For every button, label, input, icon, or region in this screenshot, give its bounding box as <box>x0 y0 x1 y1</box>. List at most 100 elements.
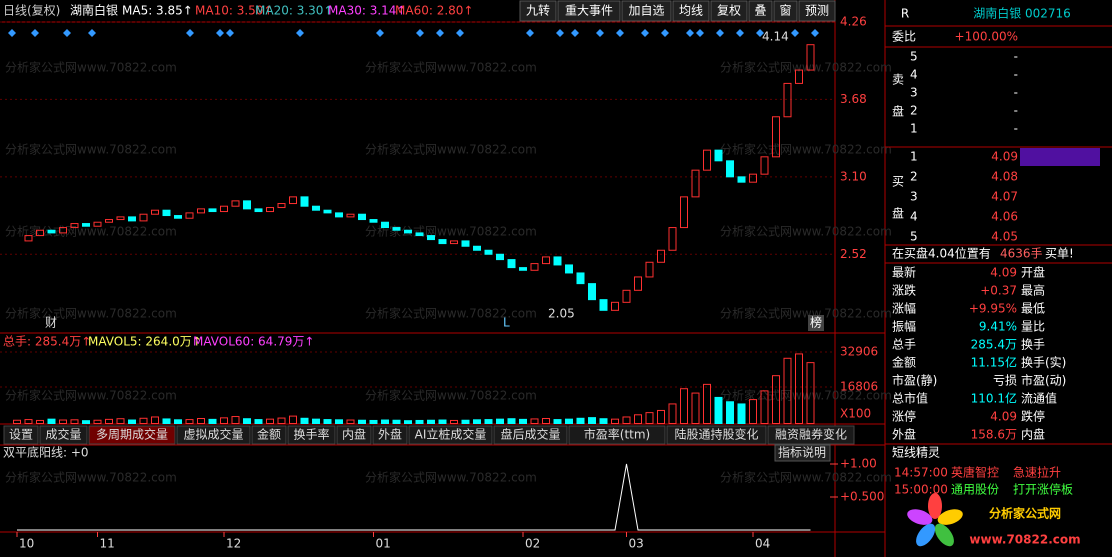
candle <box>772 116 780 158</box>
price: - <box>1014 122 1018 136</box>
tab-label[interactable]: 设置 <box>9 428 33 442</box>
watermark: 分析家公式网www.70822.com <box>720 142 892 157</box>
toolbar-button <box>557 0 621 22</box>
toolbar-button <box>672 0 710 22</box>
unit-label: X100 <box>840 407 871 421</box>
help-label[interactable]: 指标说明 <box>778 445 826 460</box>
event-marker <box>63 29 71 37</box>
tab <box>666 425 767 445</box>
stock-name: 湖南白银 <box>70 3 118 18</box>
price: - <box>1014 86 1018 100</box>
annotation: 2.05 <box>548 307 575 321</box>
tab-label[interactable]: 金额 <box>257 427 281 442</box>
candle <box>139 213 148 222</box>
watermark: 分析家公式网www.70822.com <box>365 224 537 239</box>
notice: 4636手 <box>1000 247 1043 261</box>
volume-bar <box>335 419 343 425</box>
tab-label[interactable]: 盘后成交量 <box>500 427 560 442</box>
notice: 买单! <box>1045 247 1074 261</box>
candle <box>438 239 447 245</box>
toolbar-button-label[interactable]: 均线 <box>679 4 703 18</box>
volume-bar <box>70 419 79 425</box>
volume-bar <box>162 418 171 425</box>
tab-label[interactable]: 市盈率(ttm) <box>584 427 650 442</box>
candle <box>323 209 332 214</box>
ma-value: MA20: 3.30↑ <box>255 4 333 18</box>
toolbar-button-label[interactable]: 重大事件 <box>565 4 613 18</box>
level: 3 <box>910 190 918 204</box>
tab-label[interactable]: 成交量 <box>45 427 81 442</box>
volume-bar <box>542 418 550 424</box>
candle <box>116 216 125 221</box>
price: 4.09 <box>991 150 1018 164</box>
tab <box>287 425 336 445</box>
indicator-line <box>17 463 811 531</box>
tab-label[interactable]: 虚拟成交量 <box>183 427 243 442</box>
stat-value: 158.6万 <box>971 428 1017 442</box>
watermark: 分析家公式网www.70822.com <box>365 60 537 75</box>
volume-bar <box>381 419 389 424</box>
ma-value: MA5: 3.85↑ <box>122 4 193 18</box>
candle <box>300 196 309 207</box>
toolbar-button <box>798 0 836 22</box>
tab-label[interactable]: 融资融券变化 <box>775 427 847 442</box>
volume-bar <box>277 417 286 424</box>
volume-bar <box>47 418 56 424</box>
toolbar-button-label[interactable]: 加自选 <box>628 4 664 18</box>
tab-label[interactable]: 外盘 <box>378 427 402 442</box>
candle <box>530 263 539 271</box>
x-tick-label: 11 <box>100 537 115 551</box>
volume-bar <box>105 418 113 425</box>
event-marker <box>791 29 799 37</box>
stat-label: 量比 <box>1021 320 1045 334</box>
volume-bar <box>151 416 159 425</box>
volume-bar <box>496 418 504 424</box>
volume-bar <box>323 419 332 424</box>
tab-label[interactable]: AI立桩成交量 <box>415 427 487 442</box>
candle <box>415 232 424 237</box>
volume-bar <box>772 375 780 425</box>
price: - <box>1014 104 1018 118</box>
tab-label[interactable]: 换手率 <box>293 427 329 442</box>
volume-bar <box>369 419 378 424</box>
stat-label: 总市值 <box>892 391 928 406</box>
stat-label: 总手 <box>892 338 916 352</box>
watermark: 分析家公式网www.70822.com <box>5 224 177 239</box>
volume-bar <box>116 418 125 424</box>
highlight <box>1020 148 1100 166</box>
level: 1 <box>910 122 918 136</box>
volume-bar <box>427 419 435 425</box>
price: 4.05 <box>991 230 1018 244</box>
price: 4.07 <box>991 190 1018 204</box>
volume-bar <box>622 416 631 425</box>
toolbar-button-label[interactable]: 窗 <box>779 4 791 18</box>
event-marker <box>686 29 694 37</box>
volume-bar <box>611 418 619 424</box>
toolbar-button-label[interactable]: 预测 <box>805 4 829 18</box>
stat-label: 最低 <box>1021 302 1045 316</box>
level: 2 <box>910 104 918 118</box>
watermark: 分析家公式网www.70822.com <box>720 60 892 75</box>
volume-bar <box>657 409 665 424</box>
event-marker <box>736 29 744 37</box>
toolbar-button <box>710 0 748 22</box>
volume-bar <box>208 418 217 425</box>
label: 卖 <box>892 73 904 87</box>
toolbar-button-label[interactable]: 复权 <box>717 4 741 18</box>
stat-value: 4.09 <box>990 266 1017 280</box>
volume-bar <box>749 399 757 424</box>
volume-bar <box>691 392 700 424</box>
event-marker <box>756 29 764 37</box>
watermark: 分析家公式网www.70822.com <box>5 388 177 403</box>
stat-label: 流通值 <box>1021 391 1057 406</box>
tab-label[interactable]: 陆股通持股变化 <box>674 427 758 442</box>
watermark: 分析家公式网www.70822.com <box>5 142 177 157</box>
tab-label[interactable]: 内盘 <box>342 427 366 442</box>
y-tick-label: 4.26 <box>840 15 867 29</box>
tab <box>568 425 666 445</box>
toolbar-button-label[interactable]: 九转 <box>526 3 550 18</box>
level: 4 <box>910 210 918 224</box>
tab-label[interactable]: 多周期成交量 <box>96 427 168 442</box>
candle <box>47 229 56 234</box>
toolbar-button-label[interactable]: 叠 <box>754 4 766 18</box>
